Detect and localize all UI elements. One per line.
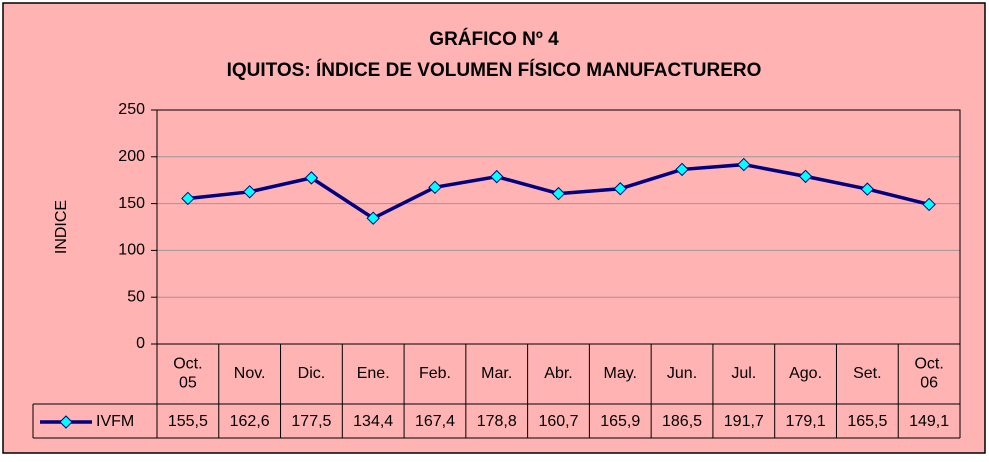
x-tick-label: May. xyxy=(604,365,637,382)
marker xyxy=(366,211,380,225)
table-value: 165,5 xyxy=(847,413,887,430)
table-value: 179,1 xyxy=(786,413,826,430)
plot-border xyxy=(156,109,961,345)
legend-marker xyxy=(59,415,73,429)
marker xyxy=(428,180,442,195)
chart-area xyxy=(2,2,986,454)
marker xyxy=(613,182,627,196)
x-tick-label: Ene. xyxy=(357,365,390,382)
x-tick-label: Abr. xyxy=(544,365,572,382)
marker xyxy=(675,162,689,177)
table-value: 149,1 xyxy=(909,413,949,430)
table-value: 191,7 xyxy=(724,413,764,430)
chart-title: GRÁFICO Nº 4 xyxy=(429,28,559,50)
table-value: 155,5 xyxy=(168,413,208,430)
marker xyxy=(798,169,813,184)
table-value: 165,9 xyxy=(600,413,640,430)
marker xyxy=(551,186,566,201)
x-tick-label: Dic. xyxy=(298,365,326,382)
table-value: 186,5 xyxy=(662,413,702,430)
table-value: 178,8 xyxy=(477,413,517,430)
x-tick-label: Set. xyxy=(853,365,881,382)
x-tick-label: Oct. 05 xyxy=(173,356,202,392)
y-tick-label: 150 xyxy=(118,195,145,212)
marker xyxy=(922,197,936,212)
chart-subtitle: IQUITOS: ÍNDICE DE VOLUMEN FÍSICO MANUFA… xyxy=(227,59,762,81)
marker xyxy=(181,191,195,206)
table-value: 134,4 xyxy=(353,413,393,430)
table-value: 160,7 xyxy=(538,413,578,430)
marker xyxy=(737,157,751,172)
marker xyxy=(860,182,875,196)
y-tick-label: 0 xyxy=(136,335,145,352)
x-tick-label: Nov. xyxy=(234,365,266,382)
marker xyxy=(304,171,319,185)
x-tick-label: Jul. xyxy=(731,365,756,382)
y-tick-label: 200 xyxy=(118,148,145,165)
table-value: 167,4 xyxy=(415,413,455,430)
x-tick-label: Jun. xyxy=(667,365,697,382)
y-tick-label: 50 xyxy=(127,288,145,305)
marker xyxy=(242,185,257,199)
legend-label: IVFM xyxy=(96,413,134,430)
x-tick-label: Mar. xyxy=(481,365,512,382)
y-axis-label: INDICE xyxy=(53,200,70,254)
table-value: 177,5 xyxy=(291,413,331,430)
marker xyxy=(490,169,504,184)
x-tick-label: Ago. xyxy=(789,365,822,382)
table-value: 162,6 xyxy=(230,413,270,430)
y-tick-label: 100 xyxy=(118,242,145,259)
x-tick-label: Feb. xyxy=(419,365,451,382)
y-tick-label: 250 xyxy=(118,101,145,118)
x-tick-label: Oct. 06 xyxy=(914,356,943,392)
